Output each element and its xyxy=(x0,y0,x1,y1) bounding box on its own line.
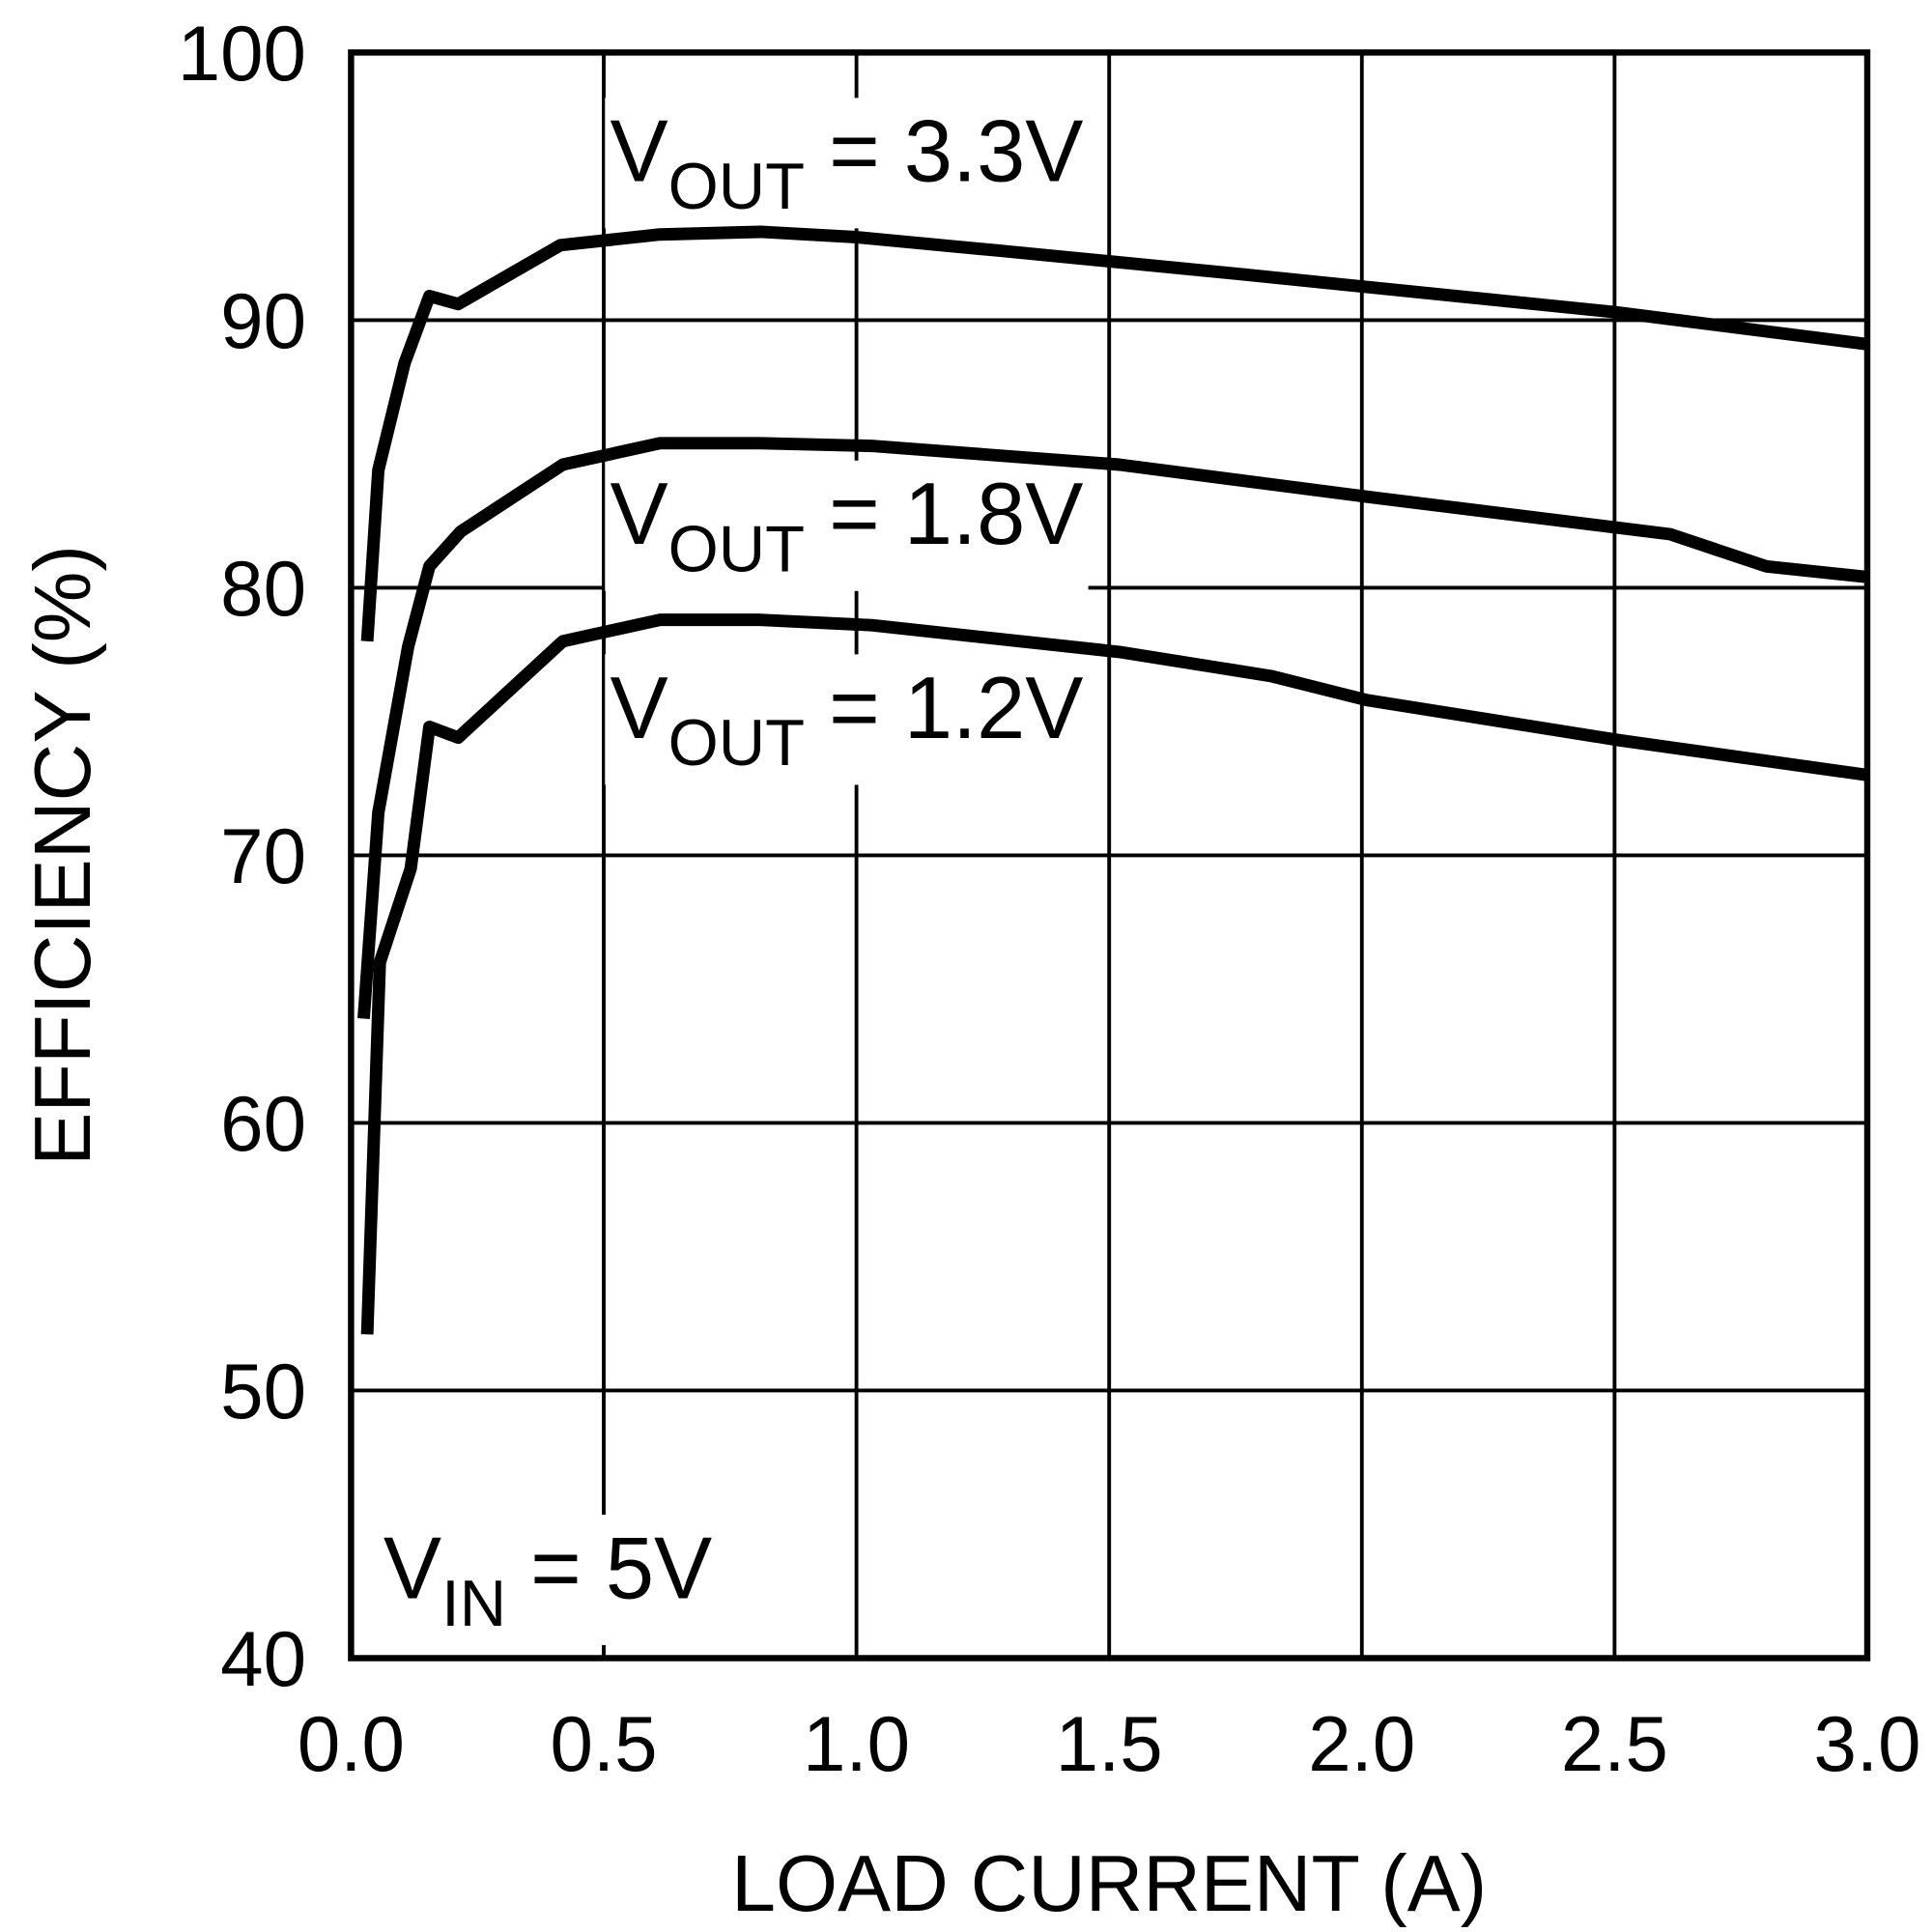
plot-frame xyxy=(348,49,1871,1662)
annotation-rest: = 5V xyxy=(506,1520,712,1617)
y-tick-label: 50 xyxy=(220,1349,306,1435)
annotation: VOUT = 1.8V xyxy=(610,466,1083,586)
y-tick-label: 40 xyxy=(220,1616,306,1702)
series-line xyxy=(360,225,1868,642)
annotation-sub: OUT xyxy=(668,707,805,780)
x-tick-label: 0.0 xyxy=(298,1701,405,1787)
x-tick-label: 1.5 xyxy=(1056,1701,1163,1787)
grid xyxy=(349,50,1869,1661)
y-tick-label: 80 xyxy=(220,546,306,632)
annotation-rest: = 1.8V xyxy=(805,466,1083,563)
annotation-main: V xyxy=(610,660,668,757)
x-axis-title: LOAD CURRENT (A) xyxy=(731,1838,1487,1928)
annotation-sub: OUT xyxy=(668,151,805,223)
y-tick-label: 70 xyxy=(220,813,306,899)
y-tick-label: 60 xyxy=(220,1081,306,1167)
annotation-backing xyxy=(605,654,1089,785)
x-tick-label: 3.0 xyxy=(1813,1701,1920,1787)
annotation-main: V xyxy=(384,1520,441,1617)
annotation-main: V xyxy=(610,103,668,201)
y-tick-label: 100 xyxy=(178,11,306,97)
annotation-rest: = 3.3V xyxy=(805,103,1083,201)
annotation-backing xyxy=(605,98,1089,229)
y-axis-title: EFFICIENCY (%) xyxy=(17,545,107,1166)
y-tick-label: 90 xyxy=(220,278,306,364)
x-tick-label: 2.0 xyxy=(1308,1701,1415,1787)
annotation-sub: OUT xyxy=(668,513,805,585)
annotation-rest: = 1.2V xyxy=(805,660,1083,757)
annotation-backing xyxy=(378,1515,718,1646)
annotation-main: V xyxy=(610,466,668,563)
x-tick-label: 0.5 xyxy=(550,1701,657,1787)
series-line xyxy=(360,613,1868,1335)
x-tick-label: 1.0 xyxy=(803,1701,910,1787)
x-tick-label: 2.5 xyxy=(1561,1701,1668,1787)
annotation-sub: IN xyxy=(441,1568,506,1640)
annotation: VOUT = 3.3V xyxy=(610,103,1083,224)
annotation: VOUT = 1.2V xyxy=(610,660,1083,781)
series-line xyxy=(357,437,1868,1019)
annotation-backing xyxy=(605,460,1089,591)
annotation: VIN = 5V xyxy=(384,1520,712,1640)
